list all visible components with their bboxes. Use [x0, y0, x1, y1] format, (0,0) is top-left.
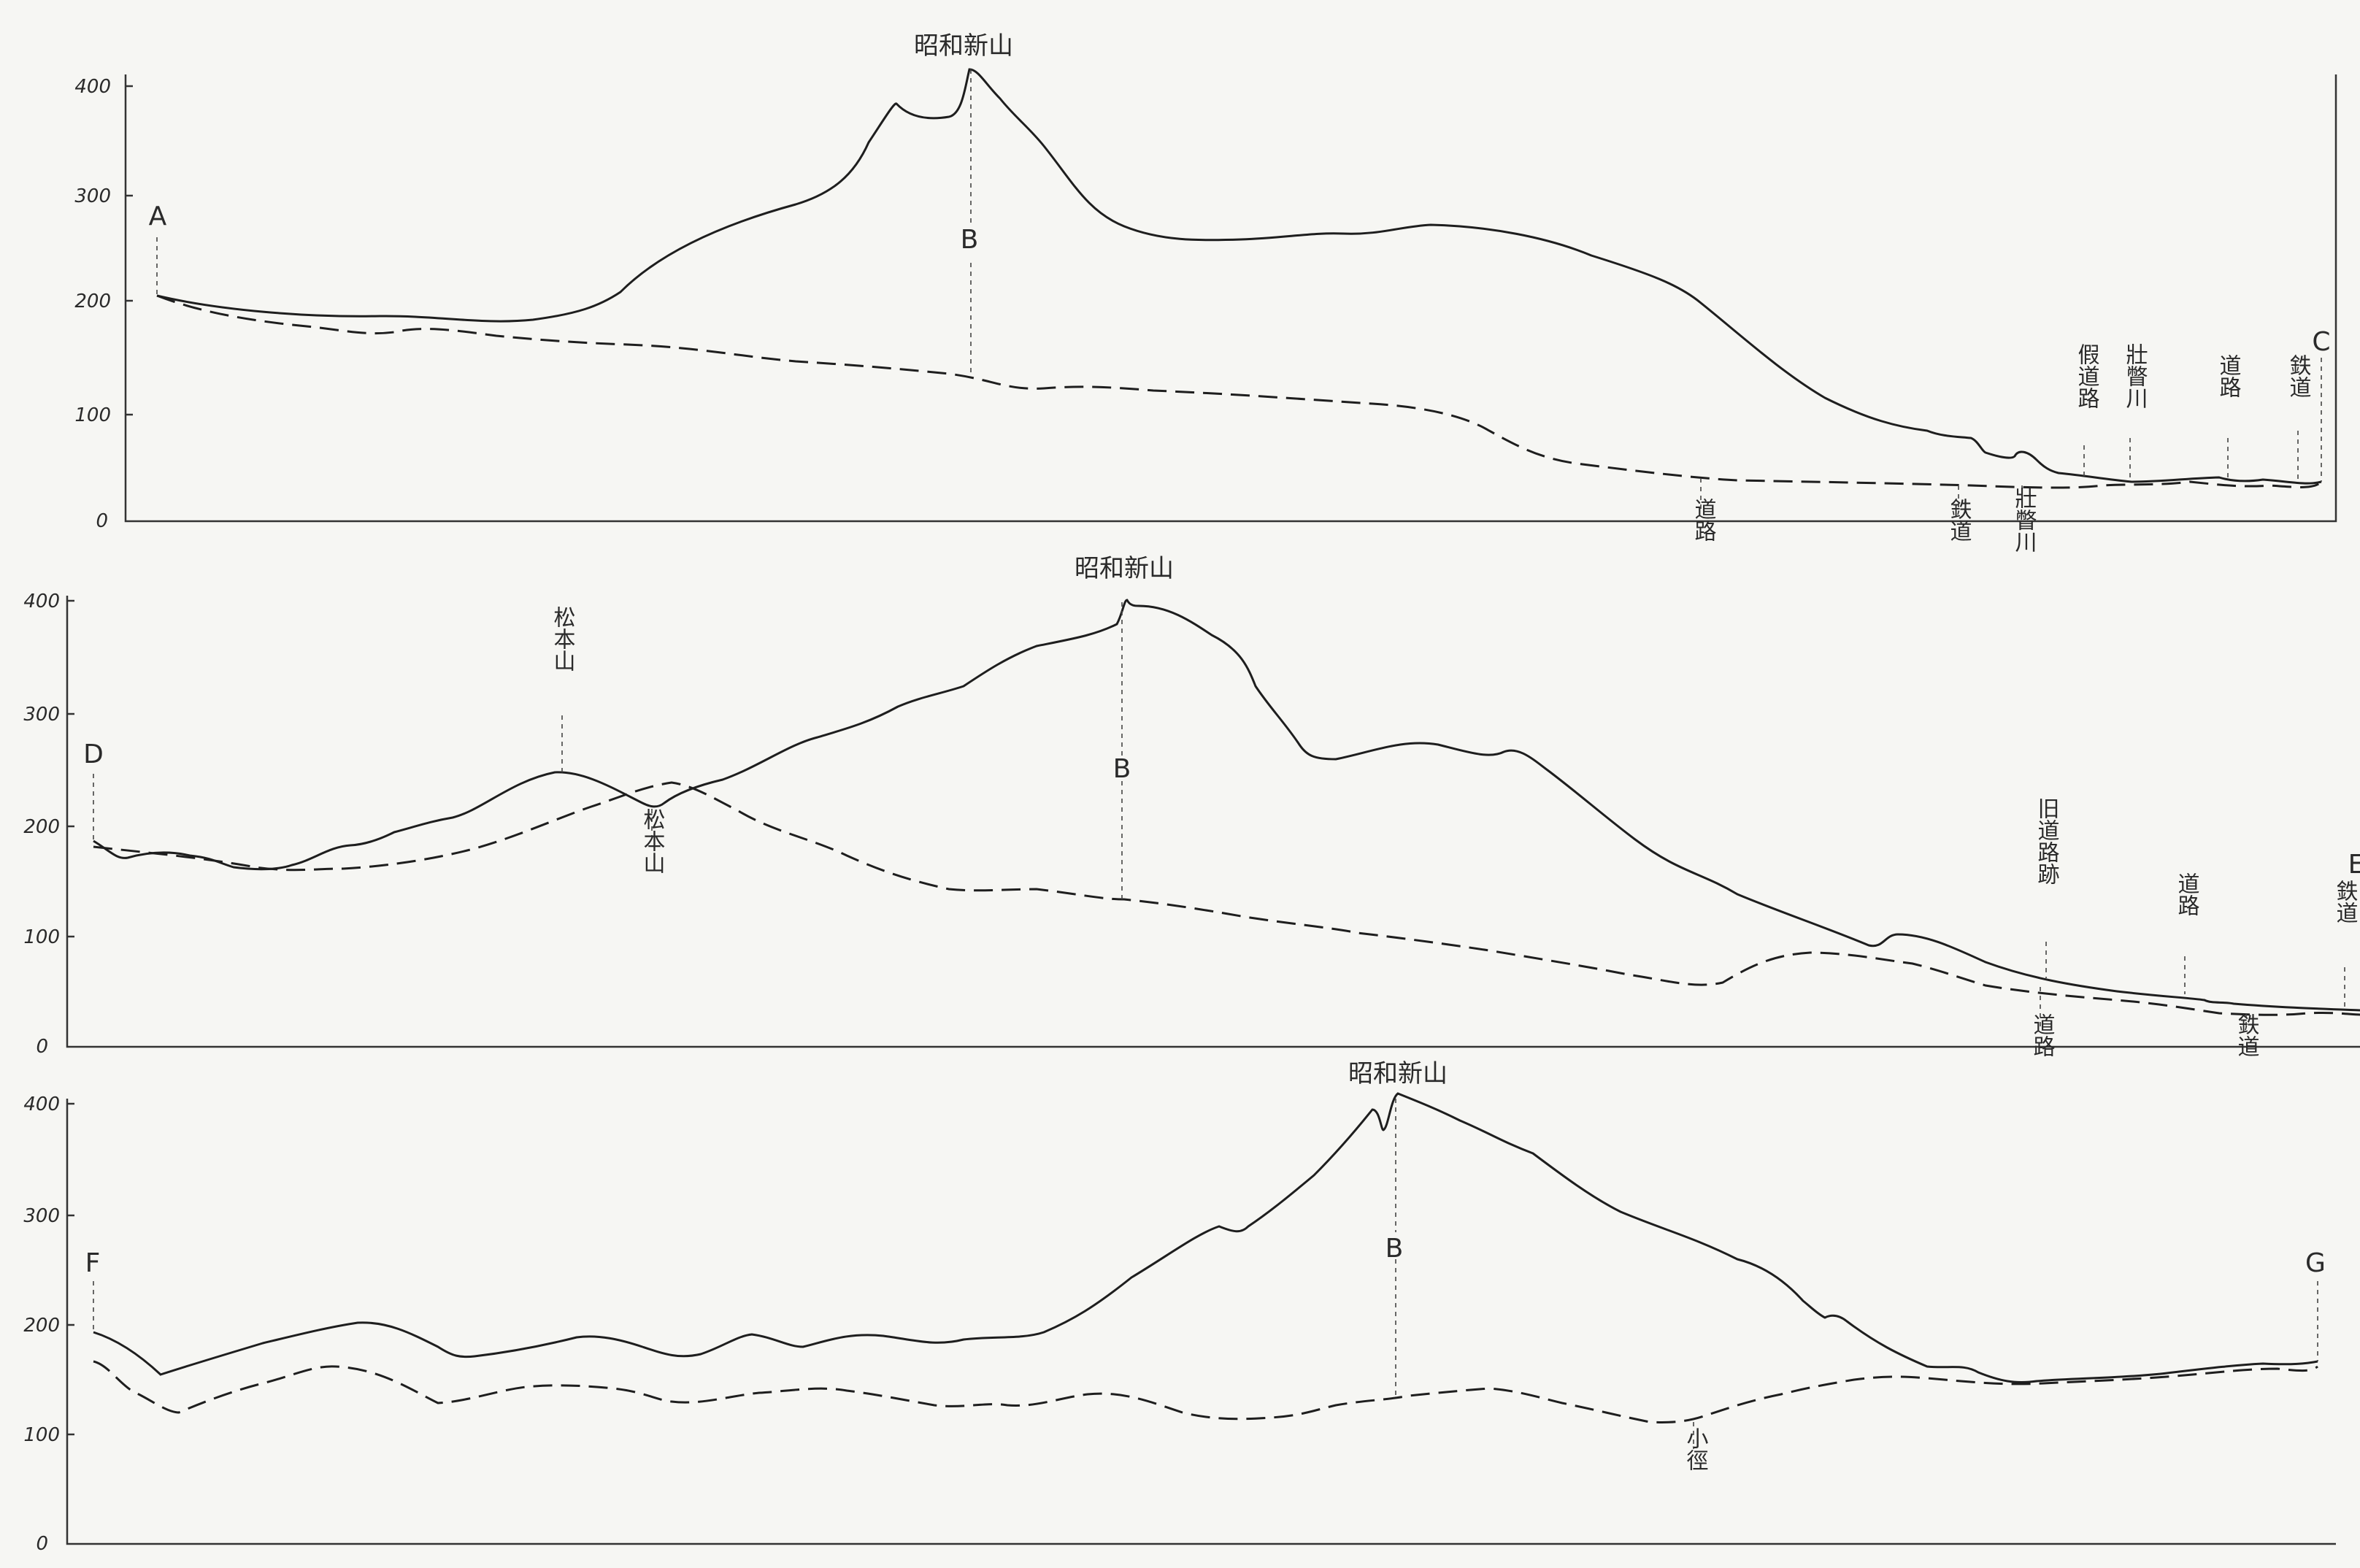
annotation-label: 壯瞥川 [2011, 487, 2037, 553]
profile-2-y-ticks: 400 300 200 100 0 [23, 591, 74, 1058]
point-label-f: F [85, 1248, 101, 1278]
annotation-label: 小徑 [1683, 1427, 1709, 1471]
annotation-label: 旧道路跡 [2034, 797, 2060, 885]
profile-2-annotations-above: 松本山 旧道路跡 道路 鉄道 [550, 606, 2358, 923]
profile-3-title: 昭和新山 [1348, 1059, 1448, 1088]
annotation-label: 松本山 [550, 606, 576, 672]
point-label-d: D [83, 739, 104, 769]
annotation-label: 鉄道 [1946, 498, 1972, 542]
point-label-e: E [2348, 850, 2360, 880]
y-tick-label: 300 [23, 704, 60, 726]
profile-2-former-surface [93, 781, 2360, 1016]
y-tick-label: 400 [23, 591, 60, 612]
profile-1-former-surface [156, 294, 2323, 489]
y-tick-label: 0 [36, 1036, 48, 1058]
point-label-b: B [961, 225, 979, 255]
profile-3-former-surface [93, 1360, 2318, 1423]
annotation-label: 假道路 [2074, 343, 2099, 409]
annotation-label: 鉄道 [2234, 1013, 2259, 1057]
point-label-b: B [1113, 754, 1131, 784]
profile-1-annotations-below: 道路 鉄道 壯瞥川 [1691, 487, 2037, 553]
profile-1-present-surface [156, 68, 2322, 485]
annotation-label: 壯瞥川 [2122, 343, 2148, 409]
y-tick-label: 0 [96, 510, 108, 532]
profile-2-present-surface [93, 599, 2360, 1012]
y-tick-label: 0 [36, 1533, 48, 1555]
point-label-g: G [2305, 1248, 2326, 1278]
profile-1-annotations-above: 假道路 壯瞥川 道路 鉄道 [2074, 343, 2311, 409]
annotation-label: 鉄道 [2286, 354, 2311, 398]
y-tick-label: 200 [23, 816, 60, 838]
profile-2-axis [66, 596, 2360, 1048]
y-tick-label: 400 [23, 1094, 60, 1115]
annotation-label: 道路 [2215, 354, 2241, 398]
profile-1-title: 昭和新山 [914, 31, 1013, 61]
annotation-label: 道路 [1691, 498, 1716, 542]
profile-2-title: 昭和新山 [1075, 554, 1174, 583]
profile-3: 400 300 200 100 0 昭和新山 F B G 小徑 [23, 1059, 2336, 1555]
profile-3-axis [66, 1099, 2336, 1545]
y-tick-label: 400 [74, 76, 111, 98]
profile-2: 400 300 200 100 0 昭和新山 D B E 松本山 旧道路跡 道路 [23, 554, 2360, 1058]
profile-2-leaders [93, 602, 2345, 1029]
profile-2-annotations-below: 松本山 道路 鉄道 [639, 808, 2259, 1057]
profile-3-y-ticks: 400 300 200 100 0 [23, 1094, 74, 1555]
profile-1-axis [124, 74, 2337, 523]
annotation-label: 鉄道 [2332, 880, 2358, 923]
annotation-label: 道路 [2029, 1013, 2055, 1057]
annotation-label: 道路 [2174, 872, 2199, 916]
y-tick-label: 300 [74, 185, 111, 207]
point-label-b: B [1385, 1234, 1404, 1264]
profile-1-leaders [156, 69, 2322, 515]
y-tick-label: 300 [23, 1205, 60, 1227]
profile-3-present-surface [93, 1092, 2318, 1383]
profile-3-annotations-below: 小徑 [1683, 1427, 1709, 1471]
annotation-label: 松本山 [639, 808, 666, 874]
profile-1: 400 300 200 100 0 昭和新山 A B C 假道路 壯瞥川 [74, 31, 2337, 553]
y-tick-label: 100 [23, 926, 60, 948]
point-label-a: A [149, 201, 167, 231]
y-tick-label: 200 [23, 1315, 60, 1337]
point-label-c: C [2312, 327, 2330, 357]
profile-1-y-ticks: 400 300 200 100 0 [74, 76, 133, 532]
y-tick-label: 200 [74, 291, 111, 312]
y-tick-label: 100 [74, 404, 111, 426]
y-tick-label: 100 [23, 1424, 60, 1446]
